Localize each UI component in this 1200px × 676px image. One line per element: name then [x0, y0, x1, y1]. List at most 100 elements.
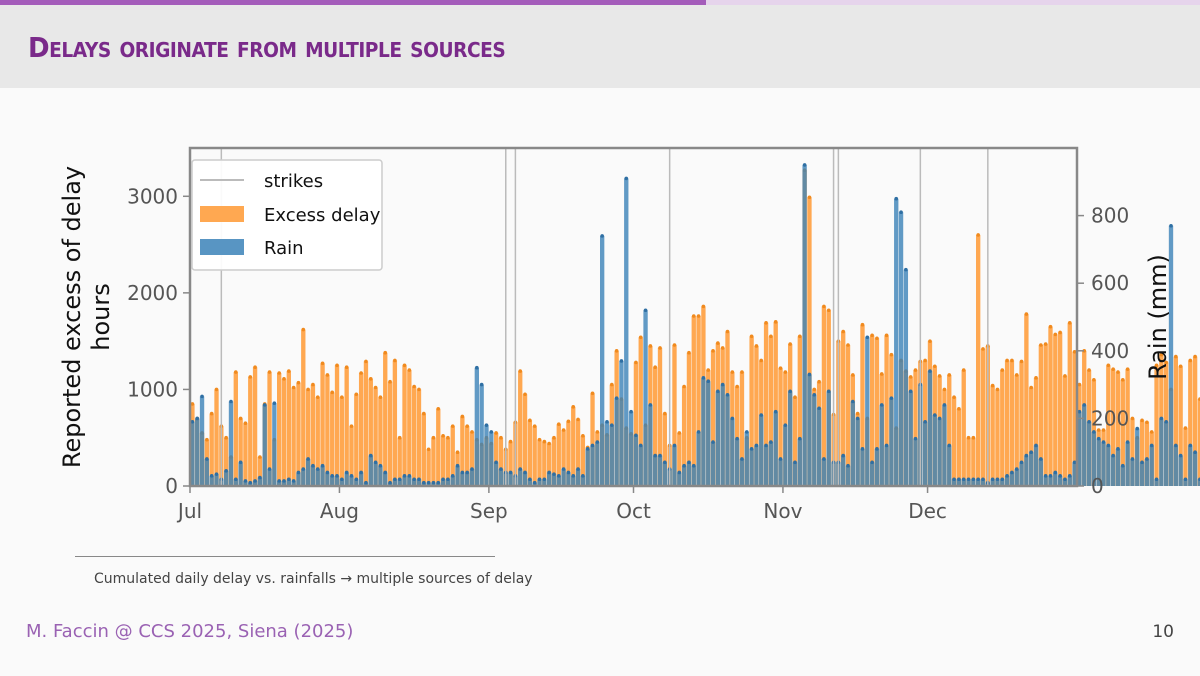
excess-delay-point: [1121, 377, 1125, 382]
excess-delay-point: [571, 405, 576, 409]
rain-point: [619, 359, 624, 363]
excess-delay-point: [817, 379, 821, 384]
rain-point: [262, 403, 267, 407]
rain-bar: [1125, 442, 1130, 486]
rain-point: [436, 480, 441, 485]
rain-bar: [1144, 458, 1150, 486]
rain-bar: [310, 465, 316, 486]
excess-delay-point: [981, 347, 985, 351]
excess-delay-bar: [498, 437, 504, 486]
rain-point: [826, 389, 831, 394]
excess-delay-point: [957, 406, 961, 411]
rain-point: [532, 480, 537, 485]
excess-delay-point: [879, 372, 884, 376]
excess-delay-point: [1106, 363, 1111, 368]
excess-delay-bar: [532, 426, 537, 486]
excess-delay-point: [388, 379, 392, 384]
y-axis-label-line: Reported excess of delay: [58, 166, 86, 468]
excess-delay-bar: [291, 387, 296, 486]
excess-delay-bar: [571, 406, 576, 486]
rain-bar: [802, 164, 807, 486]
excess-delay-point: [1053, 332, 1058, 337]
rain-point: [1183, 477, 1188, 482]
excess-delay-bar: [1004, 360, 1010, 486]
rain-point: [1096, 436, 1101, 441]
rain-point: [301, 467, 306, 471]
rain-bar: [1178, 455, 1183, 486]
excess-delay-bar: [233, 372, 238, 486]
rain-bar: [884, 445, 889, 486]
legend-label: Rain: [264, 238, 304, 259]
excess-delay-bar: [344, 367, 349, 486]
rain-bar: [710, 442, 716, 486]
rain-bar: [841, 455, 846, 486]
rain-bar: [354, 479, 359, 486]
excess-delay-point: [783, 370, 788, 374]
excess-delay-point: [687, 350, 691, 355]
rain-bar: [898, 212, 904, 486]
rain-point: [1111, 453, 1115, 458]
excess-delay-bar: [1072, 351, 1077, 486]
rain-point: [267, 467, 272, 471]
excess-delay-bar: [508, 441, 513, 486]
excess-delay-point: [383, 350, 388, 355]
rain-bar: [1110, 455, 1116, 486]
rain-bar: [879, 404, 884, 486]
rain-bar: [320, 465, 325, 486]
excess-delay-bar: [209, 413, 214, 486]
y-tick-label: 2000: [127, 281, 178, 305]
rain-point: [691, 463, 696, 468]
excess-delay-point: [209, 411, 214, 416]
rain-bar: [816, 408, 822, 486]
rain-point: [1149, 443, 1154, 448]
rain-point: [523, 470, 527, 475]
excess-delay-point: [769, 334, 773, 339]
excess-delay-point: [460, 414, 465, 419]
rain-point: [952, 477, 956, 482]
excess-delay-bar: [257, 457, 263, 486]
rain-point: [889, 396, 894, 400]
rain-point: [1072, 460, 1077, 465]
excess-delay-point: [1000, 368, 1005, 372]
excess-delay-bar: [1048, 326, 1053, 486]
rain-point: [455, 463, 460, 468]
excess-delay-point: [773, 320, 778, 324]
rain-point: [634, 433, 638, 438]
excess-delay-point: [749, 334, 754, 339]
rain-bar: [937, 418, 942, 486]
excess-delay-point: [610, 382, 614, 387]
caption-divider: [75, 556, 495, 557]
y2-tick-label: 400: [1091, 339, 1129, 363]
rain-bar: [575, 469, 581, 486]
excess-delay-bar: [976, 234, 981, 486]
excess-delay-point: [340, 395, 344, 399]
rain-point: [359, 470, 363, 475]
excess-delay-point: [1087, 368, 1091, 372]
rain-bar: [686, 462, 692, 486]
rain-point: [291, 479, 296, 483]
rain-bar: [850, 401, 856, 486]
rain-bar: [402, 475, 407, 486]
rain-bar: [378, 465, 383, 486]
excess-delay-point: [494, 431, 498, 435]
rain-point: [1082, 403, 1087, 407]
excess-delay-bar: [402, 365, 407, 486]
rain-point: [798, 436, 802, 441]
excess-delay-bar: [860, 324, 865, 486]
excess-delay-bar: [773, 321, 778, 486]
rain-bar: [614, 398, 619, 486]
excess-delay-bar: [368, 378, 373, 486]
excess-delay-point: [1101, 428, 1106, 432]
excess-delay-point: [359, 371, 363, 375]
excess-delay-bar: [686, 352, 692, 486]
excess-delay-bar: [995, 389, 1000, 486]
excess-delay-point: [1178, 364, 1183, 369]
rain-point: [812, 392, 817, 397]
rain-point: [253, 479, 257, 483]
excess-delay-bar: [884, 335, 889, 486]
rain-point: [397, 477, 402, 482]
excess-delay-point: [528, 418, 532, 423]
rain-point: [296, 470, 301, 475]
rain-point: [624, 176, 629, 181]
rain-point: [489, 430, 494, 434]
